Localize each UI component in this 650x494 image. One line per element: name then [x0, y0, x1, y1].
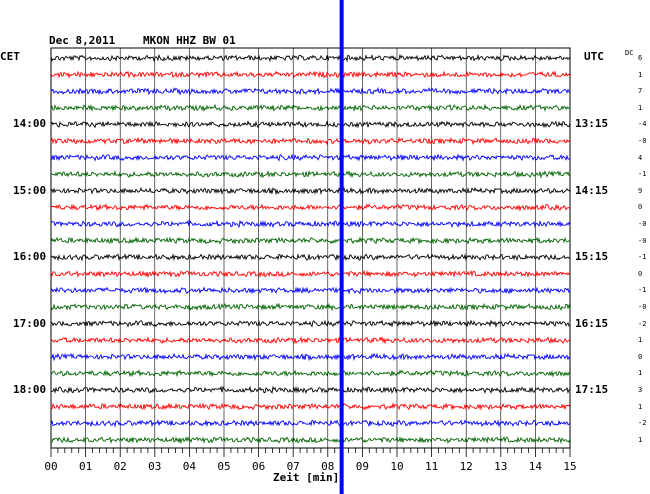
- trace-row-21: [50, 402, 571, 411]
- left-hour-label: 14:00: [13, 117, 47, 131]
- x-tick-label: 11: [425, 460, 438, 473]
- trace-row-12: [50, 253, 571, 262]
- right-hour-label: 15:15: [575, 250, 609, 264]
- dc-offset-value: -0: [638, 303, 647, 311]
- trace-row-18: [51, 352, 571, 362]
- right-hour-label: 13:15: [575, 117, 609, 131]
- dc-offset-value: -2: [638, 419, 647, 428]
- dc-offset-value: 1: [638, 369, 643, 378]
- dc-header-label: DC: [625, 49, 634, 57]
- dc-offset-value: 0: [638, 203, 643, 212]
- trace-row-22: [50, 419, 571, 428]
- dc-offset-value: 9: [638, 186, 643, 195]
- x-tick-label: 15: [563, 460, 576, 473]
- dc-offset-value: 3: [638, 386, 643, 394]
- x-axis-label: Zeit [min]: [273, 471, 340, 484]
- x-tick-label: 09: [356, 460, 369, 473]
- dc-offset-value: 1: [638, 435, 643, 444]
- x-tick-label: 00: [44, 460, 57, 473]
- dc-offset-value: 0: [638, 352, 643, 361]
- trace-row-17: [50, 335, 571, 345]
- dc-offset-value: -0: [638, 137, 647, 145]
- x-tick-label: 10: [390, 460, 403, 473]
- left-hour-label: 17:00: [13, 316, 47, 330]
- dc-offset-value: 0: [638, 269, 643, 278]
- x-tick-label: 03: [148, 460, 161, 473]
- dc-offset-value: -1: [638, 286, 647, 295]
- dc-offset-value: -1: [638, 253, 647, 262]
- left-hour-label: 16:00: [13, 250, 47, 264]
- plot-frame: [50, 47, 571, 449]
- x-tick-label: 12: [460, 460, 473, 473]
- trace-row-0: [50, 53, 571, 63]
- trace-row-2: [50, 86, 571, 96]
- station-label: MKON HHZ BW 01: [143, 34, 236, 47]
- x-axis-ticks: 00 01 02 03 04 05 06 07 08 09 10 11 12 13 14 15: [44, 448, 577, 473]
- dc-offset-value: -4: [638, 120, 647, 129]
- dc-offset-value: 4: [638, 153, 643, 162]
- trace-row-7: [51, 169, 571, 179]
- dc-offset-value: -0: [638, 236, 647, 245]
- trace-row-8: [50, 186, 571, 196]
- dc-offset-value: 1: [638, 103, 643, 112]
- x-tick-label: 14: [529, 460, 543, 473]
- x-tick-label: 01: [79, 460, 92, 473]
- x-tick-label: 13: [494, 460, 507, 473]
- trace-row-6: [50, 153, 570, 163]
- trace-row-19: [50, 368, 571, 378]
- right-hour-label: 17:15: [575, 383, 609, 396]
- trace-row-10: [50, 219, 571, 229]
- trace-row-15: [50, 302, 571, 312]
- left-hour-label: 15:00: [13, 183, 47, 197]
- trace-row-13: [50, 269, 571, 279]
- trace-row-3: [50, 103, 571, 113]
- trace-row-9: [50, 202, 571, 212]
- right-hour-label: 14:15: [575, 183, 609, 197]
- x-tick-label: 06: [252, 460, 265, 473]
- dc-offset-value: 1: [638, 336, 643, 345]
- dc-offset-value: -2: [638, 319, 647, 328]
- trace-row-11: [50, 236, 571, 245]
- right-timezone-label: UTC: [584, 50, 604, 63]
- right-hour-label: 16:15: [575, 316, 609, 330]
- x-tick-label: 02: [114, 460, 127, 473]
- grid: [50, 47, 571, 449]
- dc-offset-value: -0: [638, 220, 647, 228]
- trace-row-4: [50, 120, 571, 129]
- dc-offset-value: 1: [638, 402, 643, 411]
- trace-row-5: [50, 136, 571, 146]
- event-marker: [339, 0, 344, 494]
- left-timezone-label: CET: [0, 50, 20, 63]
- trace-row-16: [50, 319, 571, 329]
- trace-row-14: [50, 286, 571, 295]
- date-label: Dec 8,2011: [49, 34, 116, 47]
- dc-offset-value: 1: [638, 70, 643, 79]
- x-tick-label: 05: [217, 460, 230, 473]
- dc-offset-value: -1: [638, 170, 647, 179]
- x-tick-label: 07: [287, 460, 300, 473]
- trace-row-23: [50, 435, 571, 445]
- x-tick-label: 04: [183, 460, 197, 473]
- dc-offset-value: 7: [638, 87, 643, 96]
- left-hour-label: 18:00: [13, 383, 47, 396]
- trace-row-1: [50, 70, 571, 79]
- x-tick-label: 08: [321, 460, 334, 473]
- trace-row-20: [50, 385, 571, 395]
- traces: [50, 53, 571, 445]
- dc-offset-value: 6: [638, 54, 643, 62]
